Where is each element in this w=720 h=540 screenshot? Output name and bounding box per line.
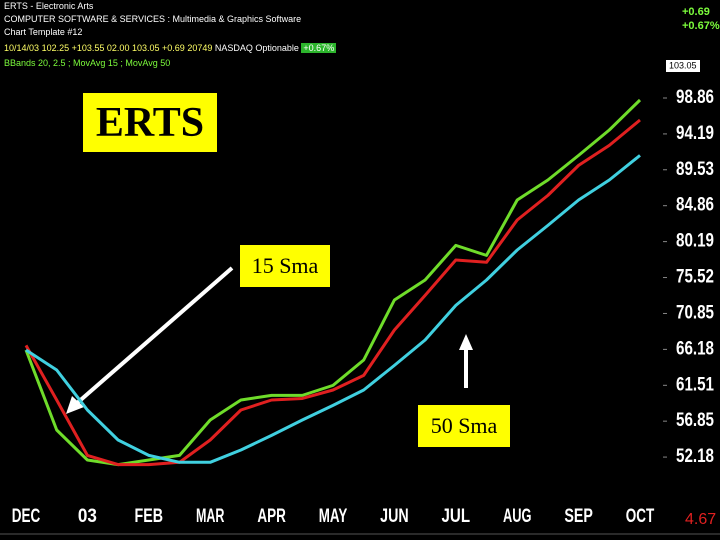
annotation: 50 Sma bbox=[418, 405, 510, 447]
template: Chart Template #12 bbox=[4, 27, 83, 37]
x-tick-label: JUL bbox=[442, 506, 471, 527]
quote: 20749 bbox=[187, 43, 213, 53]
change-pct: +0.67% bbox=[301, 43, 337, 53]
x-tick-label: MAR bbox=[196, 506, 225, 527]
x-tick-label: OCT bbox=[626, 506, 655, 527]
x-tick-label: APR bbox=[257, 506, 286, 527]
plot-area bbox=[0, 0, 665, 500]
x-tick-label: SEP bbox=[564, 506, 593, 527]
indicators: BBands 20, 2.5 ; MovAvg 15 ; MovAvg 50 bbox=[4, 58, 171, 68]
x-tick-label: MAY bbox=[319, 506, 348, 527]
x-tick-label: 03 bbox=[78, 506, 97, 527]
y-tick-label: 52.18 bbox=[676, 446, 714, 467]
y-tick-label: 70.85 bbox=[676, 302, 714, 323]
y-tick-label: 98.86 bbox=[676, 87, 714, 108]
change-pct: +0.67% bbox=[682, 20, 720, 32]
exchange: NASDAQ Optionable bbox=[214, 43, 299, 53]
series-line bbox=[25, 154, 641, 464]
window-title: ERTS - Electronic Arts bbox=[4, 1, 94, 11]
last-price: 103.05 bbox=[669, 60, 697, 70]
arrow-head bbox=[459, 334, 473, 350]
x-tick-label: JUN bbox=[380, 506, 409, 527]
quote: 103.05 bbox=[131, 43, 160, 53]
quote: 02.00 bbox=[106, 43, 130, 53]
x-tick-label: AUG bbox=[503, 506, 532, 527]
industry: COMPUTER SOFTWARE & SERVICES : Multimedi… bbox=[4, 14, 302, 24]
y-tick-label: 94.19 bbox=[676, 123, 714, 144]
y-tick-label: 89.53 bbox=[676, 159, 714, 180]
scale-step: 4.67 bbox=[685, 511, 716, 528]
quote-line: 10/14/03 102.25 +103.55 02.00 103.05 +0.… bbox=[4, 43, 337, 53]
y-tick-label: 84.86 bbox=[676, 195, 714, 216]
y-tick-label: 66.18 bbox=[676, 338, 714, 359]
arrow bbox=[74, 266, 234, 406]
quote: +0.69 bbox=[162, 43, 185, 53]
change: +0.69 bbox=[682, 6, 710, 18]
quote: 102.25 bbox=[41, 43, 70, 53]
date: 10/14/03 bbox=[4, 43, 40, 53]
title: ERTS bbox=[83, 93, 217, 152]
y-tick-label: 56.85 bbox=[676, 410, 714, 431]
arrow-head bbox=[66, 396, 84, 414]
quote: +103.55 bbox=[71, 43, 105, 53]
y-tick-label: 80.19 bbox=[676, 231, 714, 252]
last-box bbox=[666, 60, 700, 72]
series-line bbox=[24, 98, 642, 467]
annotation: 15 Sma bbox=[240, 245, 330, 287]
x-tick-label: FEB bbox=[135, 506, 164, 527]
x-tick-label: DEC bbox=[12, 506, 41, 527]
y-tick-label: 61.51 bbox=[676, 374, 714, 395]
y-tick-label: 75.52 bbox=[676, 267, 714, 288]
series-line bbox=[24, 118, 641, 467]
